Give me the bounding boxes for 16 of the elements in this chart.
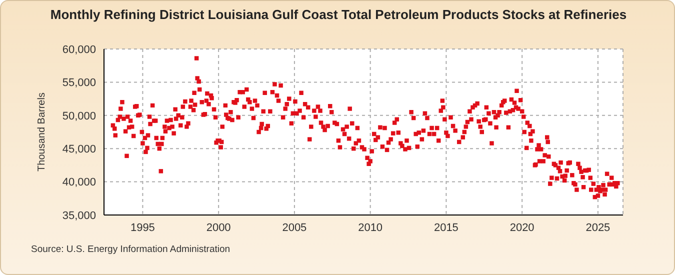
x-tick-label: 1995 <box>130 222 155 234</box>
x-tick-label: 2005 <box>282 222 307 234</box>
x-tick-label: 2015 <box>434 222 458 234</box>
x-tick-label: 2025 <box>586 222 610 234</box>
x-tick-label: 2020 <box>510 222 534 234</box>
y-tick-label: 35,000 <box>62 210 96 222</box>
x-tick-label: 2000 <box>206 222 231 234</box>
y-tick-label: 40,000 <box>62 176 96 189</box>
y-tick-label: 55,000 <box>62 77 96 90</box>
source-note: Source: U.S. Energy Information Administration <box>31 244 230 255</box>
y-axis-title: Thousand Barrels <box>36 92 48 172</box>
y-tick-label: 45,000 <box>62 144 96 156</box>
y-tick-label: 50,000 <box>62 110 96 122</box>
x-tick-label: 2010 <box>358 222 383 234</box>
chart-title: Monthly Refining District Louisiana Gulf Coast Total Petroleum Products Stocks at Refineries <box>49 7 628 22</box>
y-tick-label: 60,000 <box>62 44 96 56</box>
